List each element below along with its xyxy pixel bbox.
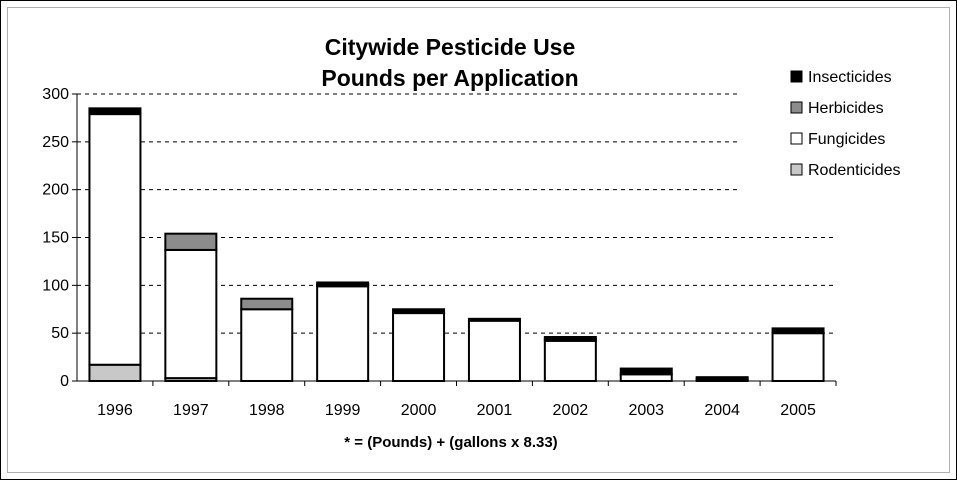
bar-segment-fungicides bbox=[467, 319, 521, 383]
legend: Insecticides Herbicides Fungicides Rodentic… bbox=[790, 69, 901, 179]
x-tick-label: 2000 bbox=[401, 402, 437, 419]
x-tick-label: 1997 bbox=[173, 402, 209, 419]
bar-segment-insecticides bbox=[88, 107, 142, 116]
chart-inner-border bbox=[7, 7, 950, 473]
y-tick-label: 250 bbox=[42, 134, 69, 151]
bar-segment-fungicides bbox=[543, 339, 597, 383]
legend-swatch-insecticides bbox=[790, 70, 803, 83]
bar-stacks bbox=[88, 107, 825, 383]
x-tick-labels: 1996 1997 1998 1999 2000 2001 2002 2003 2004 2005 bbox=[97, 381, 837, 419]
chart-title-line-2: Pounds per Application bbox=[321, 65, 578, 91]
x-tick-label: 2002 bbox=[553, 402, 589, 419]
x-tick-label: 2001 bbox=[477, 402, 513, 419]
bar-segment-herbicides bbox=[164, 232, 218, 251]
bar-segment-insecticides bbox=[619, 367, 673, 376]
y-tick-label: 200 bbox=[42, 182, 69, 199]
bar-segment-insecticides bbox=[392, 308, 446, 315]
bar-segment-fungicides bbox=[164, 248, 218, 380]
legend-swatch-fungicides bbox=[790, 132, 803, 145]
bar-segment-rodenticides bbox=[88, 363, 142, 382]
legend-label-fungicides: Fungicides bbox=[808, 131, 885, 148]
legend-label-herbicides: Herbicides bbox=[808, 100, 884, 117]
legend-swatch-rodenticides bbox=[790, 163, 803, 176]
bar-segment-fungicides bbox=[392, 312, 446, 382]
bar-segment-insecticides bbox=[771, 327, 825, 334]
y-tick-label: 0 bbox=[60, 373, 69, 390]
bar-segment-insecticides bbox=[695, 376, 749, 381]
x-tick-label: 1999 bbox=[325, 402, 361, 419]
bar-segment-fungicides bbox=[619, 373, 673, 383]
legend-label-insecticides: Insecticides bbox=[808, 69, 892, 86]
bar-segment-fungicides bbox=[88, 113, 142, 366]
gridlines bbox=[77, 93, 836, 334]
y-tick-label: 50 bbox=[51, 325, 69, 342]
legend-label-rodenticides: Rodenticides bbox=[808, 162, 901, 179]
bar-segment-insecticides bbox=[543, 335, 597, 340]
bar-segment-fungicides bbox=[316, 285, 370, 383]
x-tick-label: 2005 bbox=[780, 402, 816, 419]
x-axis-label: * = (Pounds) + (gallons x 8.33) bbox=[344, 434, 557, 451]
y-tick-label: 150 bbox=[42, 230, 69, 247]
x-tick-label: 1996 bbox=[97, 402, 133, 419]
y-tick-label: 300 bbox=[42, 86, 69, 103]
bar-segment-fungicides bbox=[771, 332, 825, 382]
chart-title-line-1: Citywide Pesticide Use bbox=[325, 34, 576, 60]
bar-segment-insecticides bbox=[316, 281, 370, 286]
y-tick-label: 100 bbox=[42, 277, 69, 294]
y-tick-labels: 0 50 100 150 200 250 300 bbox=[42, 86, 77, 390]
bar-segment-insecticides bbox=[467, 317, 521, 322]
legend-swatch-herbicides bbox=[790, 101, 803, 114]
x-tick-label: 2004 bbox=[704, 402, 740, 419]
x-tick-label: 1998 bbox=[249, 402, 285, 419]
bar-segment-herbicides bbox=[240, 297, 294, 311]
bar-segment-fungicides bbox=[240, 308, 294, 382]
x-tick-label: 2003 bbox=[628, 402, 664, 419]
